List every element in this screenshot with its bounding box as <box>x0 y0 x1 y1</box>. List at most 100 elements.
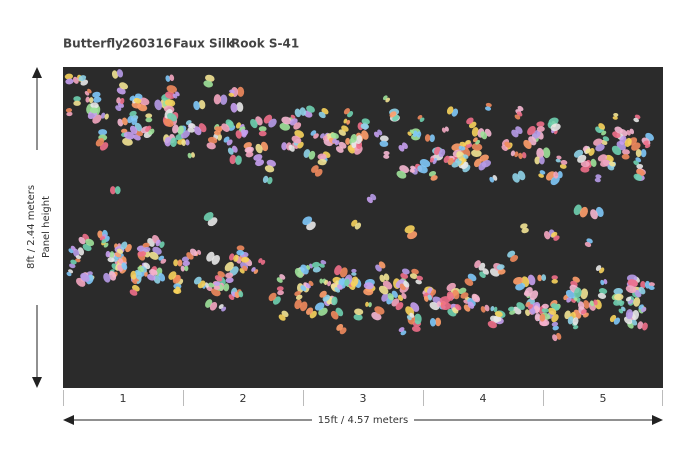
wing <box>580 309 587 315</box>
butterfly <box>84 88 92 96</box>
butterfly <box>461 154 469 162</box>
butterfly <box>466 117 477 129</box>
wing <box>551 275 558 280</box>
butterfly <box>320 133 328 141</box>
wing <box>567 316 574 325</box>
wing <box>633 297 641 307</box>
butterfly <box>116 82 128 95</box>
wing <box>264 165 275 173</box>
wing <box>474 260 481 269</box>
butterfly <box>317 153 327 166</box>
wing <box>350 133 357 143</box>
panel-number: 1 <box>120 392 127 405</box>
wing <box>300 285 307 292</box>
wing <box>401 268 410 275</box>
butterfly <box>427 287 437 296</box>
butterfly <box>155 239 165 248</box>
wing <box>163 118 174 128</box>
wing <box>308 150 316 160</box>
butterfly <box>404 225 418 240</box>
butterfly <box>594 174 602 183</box>
butterfly <box>294 290 303 300</box>
wing <box>455 304 462 311</box>
wing <box>279 274 286 280</box>
wing <box>600 279 605 286</box>
butterfly <box>294 107 307 118</box>
butterfly <box>520 223 529 234</box>
wing <box>117 258 124 265</box>
wing <box>385 97 391 103</box>
wing <box>101 239 107 244</box>
butterfly <box>584 238 593 248</box>
wing <box>213 281 221 287</box>
wing <box>294 299 302 310</box>
butterfly <box>609 314 621 325</box>
butterfly <box>120 241 132 253</box>
wing <box>635 148 642 158</box>
wing <box>633 173 643 181</box>
butterfly <box>89 102 99 114</box>
butterfly <box>100 112 109 120</box>
butterfly <box>551 321 559 331</box>
butterfly <box>464 273 477 286</box>
wing <box>590 158 597 167</box>
butterfly <box>580 160 590 173</box>
wing <box>489 176 495 183</box>
wing <box>363 282 374 290</box>
wing <box>363 288 374 296</box>
butterfly <box>278 310 289 321</box>
butterfly <box>378 280 393 295</box>
panel-number: 5 <box>600 392 607 405</box>
butterfly <box>116 97 125 105</box>
wing <box>633 117 639 123</box>
butterfly <box>305 307 317 319</box>
wing <box>197 280 206 289</box>
wing <box>419 117 425 123</box>
butterfly <box>406 312 415 321</box>
wing <box>403 280 410 288</box>
wing <box>572 317 579 326</box>
butterfly <box>127 115 138 126</box>
butterfly <box>409 165 416 173</box>
wing <box>217 270 226 278</box>
wing <box>230 102 238 113</box>
wing <box>66 272 72 277</box>
butterfly <box>187 152 195 159</box>
butterfly <box>276 286 284 296</box>
wing <box>354 222 362 230</box>
wing <box>135 93 143 100</box>
wing <box>73 100 81 106</box>
wing <box>335 146 344 153</box>
wing <box>226 139 233 146</box>
butterfly <box>417 114 425 123</box>
wing <box>368 302 372 308</box>
wing <box>319 278 324 284</box>
wing <box>277 290 284 296</box>
wing <box>613 293 624 301</box>
wing <box>518 152 523 160</box>
wing <box>116 248 124 254</box>
wing <box>108 270 117 281</box>
wing <box>600 159 610 167</box>
wing <box>291 135 302 144</box>
wing <box>427 294 433 301</box>
wing <box>350 276 359 287</box>
wing <box>374 306 385 315</box>
butterfly <box>133 93 143 104</box>
wing <box>213 285 221 290</box>
wing <box>290 114 296 119</box>
wing <box>131 117 138 126</box>
wing <box>225 272 234 279</box>
butterfly <box>221 119 234 132</box>
butterfly <box>365 301 372 308</box>
butterfly <box>172 124 184 135</box>
wing <box>89 97 94 104</box>
butterfly <box>339 277 350 287</box>
wing <box>593 138 603 146</box>
wing <box>117 264 123 272</box>
wing <box>300 301 308 312</box>
wing <box>482 268 489 275</box>
wing <box>122 137 133 146</box>
wing <box>73 96 81 102</box>
butterfly <box>82 238 95 252</box>
